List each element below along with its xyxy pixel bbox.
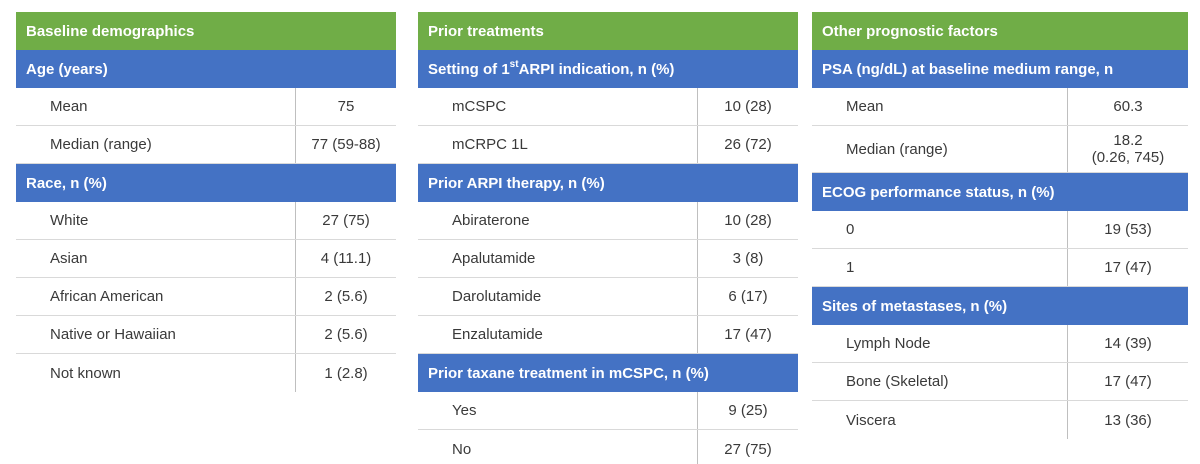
group-heading: Age (years) <box>16 50 396 88</box>
row-label: Median (range) <box>16 126 296 163</box>
row-value: 6 (17) <box>728 288 768 305</box>
prior-arpi-group: Prior ARPI therapy, n (%) Abiraterone 10… <box>418 164 798 354</box>
row-value: 17 (47) <box>1104 373 1152 390</box>
row-value: 2 (5.6) <box>324 326 368 343</box>
row-value: 3 (8) <box>732 250 764 267</box>
group-heading: Prior taxane treatment in mCSPC, n (%) <box>418 354 798 392</box>
heading-text: ARPI indication, n (%) <box>518 60 675 78</box>
race-group: Race, n (%) White 27 (75) Asian 4 (11.1)… <box>16 164 396 392</box>
row-label: Darolutamide <box>418 278 698 315</box>
row-value: 13 (36) <box>1104 411 1152 429</box>
row-label: Asian <box>16 240 296 277</box>
panel-title: Baseline demographics <box>16 12 396 50</box>
table-row: 0 19 (53) <box>812 211 1188 249</box>
group-heading: ECOG performance status, n (%) <box>812 173 1188 211</box>
other-prognostic-factors-table: Other prognostic factors PSA (ng/dL) at … <box>812 12 1188 439</box>
row-label: Native or Hawaiian <box>16 316 296 353</box>
group-heading: PSA (ng/dL) at baseline medium range, n <box>812 50 1188 88</box>
row-value: 10 (28) <box>724 212 772 229</box>
group-heading: Race, n (%) <box>16 164 396 202</box>
row-value: 1 (2.8) <box>324 364 368 382</box>
row-value: 9 (25) <box>728 402 768 419</box>
group-heading: Prior ARPI therapy, n (%) <box>418 164 798 202</box>
row-value: 77 (59-88) <box>311 136 381 153</box>
row-label: Abiraterone <box>418 202 698 239</box>
row-label: African American <box>16 278 296 315</box>
table-row: White 27 (75) <box>16 202 396 240</box>
row-label: 0 <box>812 211 1068 248</box>
row-value: 10 (28) <box>724 98 772 115</box>
table-row: No 27 (75) <box>418 430 798 464</box>
prior-taxane-group: Prior taxane treatment in mCSPC, n (%) Y… <box>418 354 798 464</box>
table-row: Median (range) 77 (59-88) <box>16 126 396 164</box>
row-value: 14 (39) <box>1104 335 1152 352</box>
row-label: No <box>418 430 698 464</box>
row-value: 75 <box>337 98 355 115</box>
row-value: 2 (5.6) <box>324 288 368 305</box>
table-row: Median (range) 18.2 (0.26, 745) <box>812 126 1188 173</box>
table-row: Mean 75 <box>16 88 396 126</box>
ecog-group: ECOG performance status, n (%) 0 19 (53)… <box>812 173 1188 287</box>
panel-title: Other prognostic factors <box>812 12 1188 50</box>
row-label: Enzalutamide <box>418 316 698 353</box>
table-row: Yes 9 (25) <box>418 392 798 430</box>
table-row: Darolutamide 6 (17) <box>418 278 798 316</box>
row-value: 27 (75) <box>724 440 772 458</box>
row-label: Viscera <box>812 401 1068 439</box>
table-row: Viscera 13 (36) <box>812 401 1188 439</box>
group-heading: Sites of metastases, n (%) <box>812 287 1188 325</box>
row-label: mCRPC 1L <box>418 126 698 163</box>
table-row: Enzalutamide 17 (47) <box>418 316 798 354</box>
table-row: Mean 60.3 <box>812 88 1188 126</box>
baseline-demographics-table: Baseline demographics Age (years) Mean 7… <box>16 12 396 392</box>
heading-text: Setting of 1 <box>428 60 510 78</box>
table-row: Native or Hawaiian 2 (5.6) <box>16 316 396 354</box>
panel-title: Prior treatments <box>418 12 798 50</box>
table-row: mCRPC 1L 26 (72) <box>418 126 798 164</box>
table-row: Asian 4 (11.1) <box>16 240 396 278</box>
row-value: 17 (47) <box>1104 259 1152 276</box>
row-value: 19 (53) <box>1104 221 1152 238</box>
row-value: 27 (75) <box>322 212 370 229</box>
row-label: Mean <box>16 88 296 125</box>
row-label: Not known <box>16 354 296 392</box>
table-row: Lymph Node 14 (39) <box>812 325 1188 363</box>
row-label: Apalutamide <box>418 240 698 277</box>
row-value: 17 (47) <box>724 326 772 343</box>
age-group: Age (years) Mean 75 Median (range) 77 (5… <box>16 50 396 164</box>
table-row: 1 17 (47) <box>812 249 1188 287</box>
table-row: Apalutamide 3 (8) <box>418 240 798 278</box>
row-label: 1 <box>812 249 1068 286</box>
row-label: Bone (Skeletal) <box>812 363 1068 400</box>
row-label: White <box>16 202 296 239</box>
metastases-group: Sites of metastases, n (%) Lymph Node 14… <box>812 287 1188 439</box>
row-value: 26 (72) <box>724 136 772 153</box>
row-label: Lymph Node <box>812 325 1068 362</box>
row-label: mCSPC <box>418 88 698 125</box>
table-row: Bone (Skeletal) 17 (47) <box>812 363 1188 401</box>
row-value: 18.2 (0.26, 745) <box>1091 132 1165 166</box>
table-row: Not known 1 (2.8) <box>16 354 396 392</box>
row-label: Yes <box>418 392 698 429</box>
row-value: 60.3 <box>1113 98 1143 115</box>
table-row: Abiraterone 10 (28) <box>418 202 798 240</box>
psa-group: PSA (ng/dL) at baseline medium range, n … <box>812 50 1188 173</box>
row-value: 4 (11.1) <box>320 250 372 267</box>
row-label: Mean <box>812 88 1068 125</box>
table-row: African American 2 (5.6) <box>16 278 396 316</box>
row-label: Median (range) <box>812 126 1068 172</box>
table-row: mCSPC 10 (28) <box>418 88 798 126</box>
